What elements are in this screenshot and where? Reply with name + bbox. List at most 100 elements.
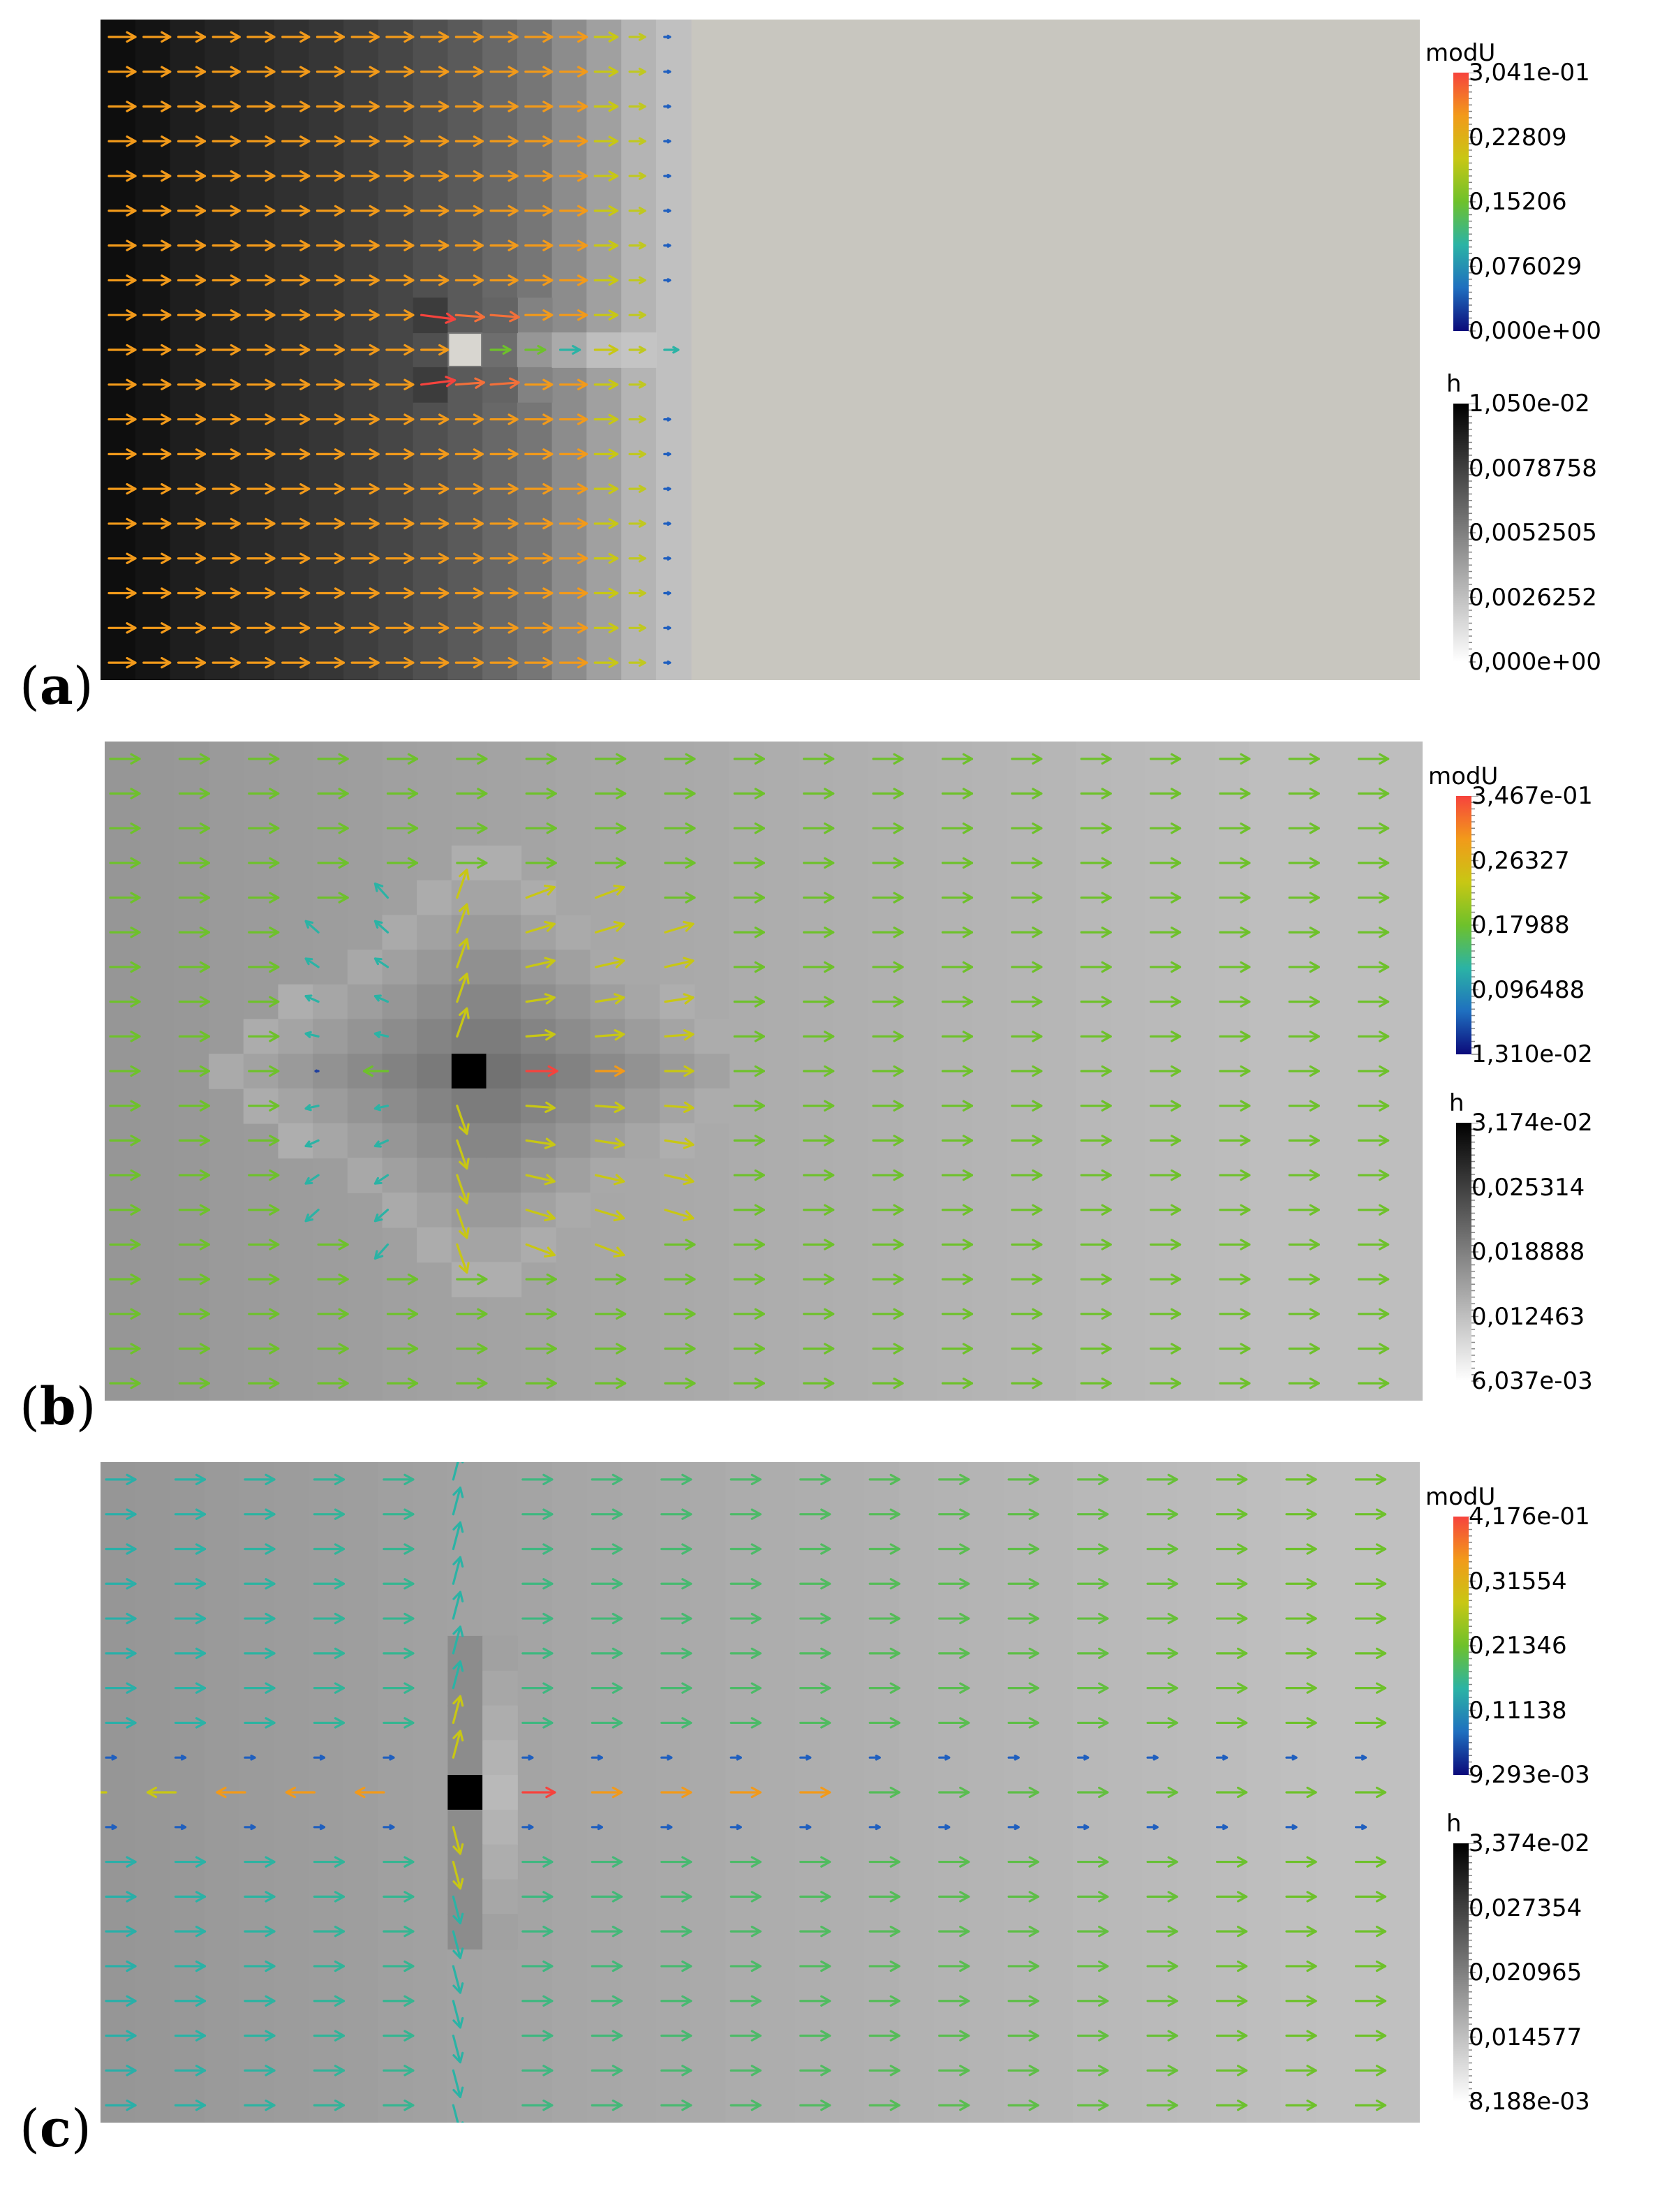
vector-arrow xyxy=(664,1239,696,1251)
vector-arrow xyxy=(489,274,519,286)
vector-arrow xyxy=(733,823,765,834)
vector-arrow xyxy=(591,1960,623,1973)
vector-arrow xyxy=(489,239,519,251)
vector-arrow xyxy=(1080,857,1112,869)
vector-arrow xyxy=(142,517,172,530)
vector-arrow xyxy=(244,2065,276,2077)
vector-arrow xyxy=(872,753,904,765)
speed-legend-tick: 0,096488 xyxy=(1471,975,1585,1004)
vector-arrow xyxy=(1007,2065,1039,2077)
vector-arrow xyxy=(729,1925,762,1938)
vector-arrow xyxy=(591,1543,623,1555)
vector-arrow xyxy=(174,1508,207,1520)
vector-arrow xyxy=(733,1239,765,1251)
vector-arrow xyxy=(385,552,415,564)
vector-arrow xyxy=(317,1239,349,1251)
vector-arrow xyxy=(1358,892,1390,904)
vector-arrow xyxy=(868,1717,900,1729)
vector-arrow xyxy=(1077,1508,1109,1520)
vector-arrow xyxy=(628,485,646,493)
vector-arrow xyxy=(1077,1754,1090,1761)
vector-arrow xyxy=(558,622,588,634)
depth-legend-tick: 0,0078758 xyxy=(1469,454,1597,482)
vector-arrow xyxy=(248,753,280,765)
vector-arrow xyxy=(868,1508,900,1520)
vector-arrow xyxy=(1146,1508,1178,1520)
vector-arrow xyxy=(178,1100,210,1112)
vector-arrow xyxy=(524,309,554,321)
vector-arrow xyxy=(489,345,512,355)
vector-arrow xyxy=(107,587,137,599)
vector-arrow xyxy=(420,622,450,634)
vector-arrow xyxy=(304,1174,320,1185)
vector-arrow xyxy=(1288,1377,1320,1389)
vector-arrow xyxy=(1358,1031,1390,1042)
vector-arrow xyxy=(1285,1647,1317,1660)
vector-arrow xyxy=(525,1101,556,1113)
vector-arrow xyxy=(107,239,137,251)
vector-arrow xyxy=(525,1377,557,1389)
vector-arrow xyxy=(663,69,672,74)
vector-arrow xyxy=(524,378,554,390)
vector-arrow xyxy=(105,1612,137,1625)
vector-arrow xyxy=(1219,1065,1251,1077)
vector-arrow xyxy=(663,417,672,422)
vector-arrow xyxy=(660,1682,692,1694)
vector-arrow xyxy=(803,1031,835,1042)
vector-arrow xyxy=(591,1891,623,1903)
vector-arrow xyxy=(107,622,137,634)
vector-arrow xyxy=(454,552,484,564)
vector-arrow xyxy=(248,961,280,973)
vector-arrow xyxy=(868,1543,900,1555)
vector-arrow xyxy=(452,2034,464,2064)
vector-arrow xyxy=(281,101,311,112)
vector-arrow xyxy=(525,823,557,834)
vector-arrow xyxy=(174,1682,207,1694)
vector-arrow xyxy=(317,753,349,765)
vector-arrow xyxy=(628,624,646,633)
panel-b: (b) modU 3,467e-01 0,26327 0,17988 0,096488 1… xyxy=(20,742,1593,1437)
vector-arrow xyxy=(591,1682,623,1694)
vector-arrow xyxy=(1354,1960,1387,1973)
vector-arrow xyxy=(281,656,311,669)
vector-arrow xyxy=(386,753,419,765)
vector-arrow xyxy=(316,274,346,286)
vector-arrow xyxy=(281,344,311,356)
vector-arrow xyxy=(248,1273,280,1285)
vector-arrow xyxy=(1146,1754,1159,1761)
vector-arrow xyxy=(246,587,276,599)
speed-legend-title: modU xyxy=(1425,1483,1496,1511)
vector-arrow xyxy=(177,239,207,251)
vector-arrow xyxy=(1007,1647,1039,1660)
vector-arrow xyxy=(868,1856,900,1868)
vector-arrow xyxy=(591,1578,623,1590)
vector-arrow xyxy=(105,1682,137,1694)
vector-arrow xyxy=(107,205,137,217)
vector-arrow xyxy=(660,2099,692,2111)
vector-arrow xyxy=(729,1786,762,1799)
vector-arrow xyxy=(733,961,765,973)
vector-arrow xyxy=(177,517,207,530)
vector-arrow xyxy=(591,1925,623,1938)
depth-legend-tick: 1,050e-02 xyxy=(1469,390,1590,418)
vector-arrow xyxy=(316,101,346,112)
vector-arrow xyxy=(1354,1578,1387,1590)
vector-arrow xyxy=(316,66,346,78)
vector-arrow xyxy=(1354,1717,1387,1729)
vector-arrow xyxy=(733,1065,765,1077)
vector-arrow xyxy=(248,788,280,799)
vector-arrow xyxy=(1219,753,1251,765)
vector-arrow xyxy=(456,938,470,968)
vector-arrow xyxy=(385,309,415,321)
velocity-arrows-a xyxy=(107,31,680,669)
vector-arrow xyxy=(729,1612,762,1625)
vector-arrow xyxy=(142,378,172,390)
vector-arrow xyxy=(938,1995,970,2007)
vector-arrow xyxy=(593,309,618,320)
vector-arrow xyxy=(664,857,696,869)
vector-arrow xyxy=(142,170,172,182)
vector-arrow xyxy=(521,1612,554,1625)
vector-arrow xyxy=(246,205,276,217)
vector-arrow xyxy=(525,993,556,1005)
vector-arrow xyxy=(1149,1031,1182,1042)
